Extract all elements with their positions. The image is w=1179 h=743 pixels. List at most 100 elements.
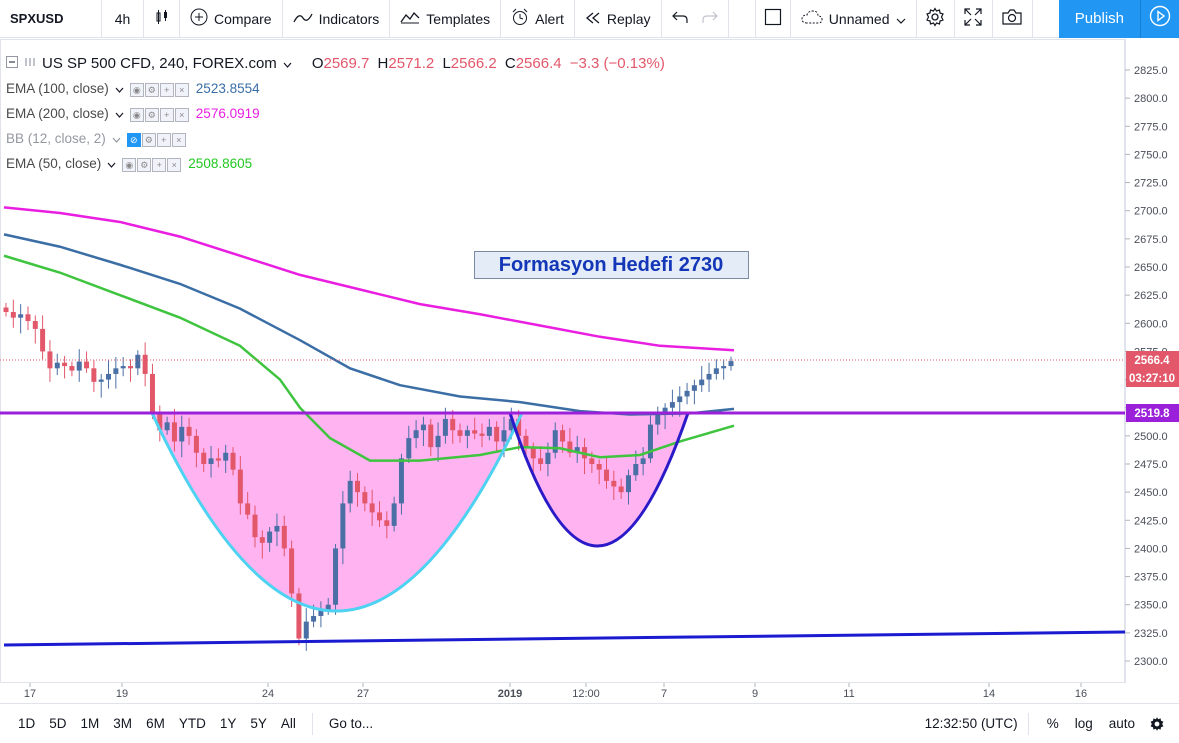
chevron-down-icon[interactable] bbox=[115, 81, 124, 96]
gear-icon[interactable]: ⚙ bbox=[141, 132, 156, 147]
symbol-search[interactable]: SPXUSD bbox=[0, 0, 102, 38]
candle-body bbox=[25, 314, 31, 322]
candle-body bbox=[369, 503, 375, 513]
range-button-6m[interactable]: 6M bbox=[146, 716, 165, 731]
legend-title[interactable]: US SP 500 CFD, 240, FOREX.com bbox=[42, 55, 277, 72]
range-button-5y[interactable]: 5Y bbox=[250, 716, 267, 731]
range-button-1y[interactable]: 1Y bbox=[219, 716, 237, 731]
chevron-down-icon[interactable] bbox=[283, 55, 292, 72]
time-axis[interactable]: 17 19 24 27 2019 12:00 7 9 11 14 16 bbox=[24, 683, 1087, 700]
time-tick-label: 14 bbox=[983, 688, 995, 700]
close-value: 2566.4 bbox=[515, 55, 562, 72]
plus-icon[interactable]: + bbox=[156, 132, 171, 147]
candle-body bbox=[706, 373, 712, 380]
gear-icon[interactable]: ⚙ bbox=[144, 107, 159, 122]
layout-name-button[interactable]: Unnamed bbox=[791, 0, 917, 38]
candle-body bbox=[223, 452, 229, 461]
snapshot-button[interactable] bbox=[993, 0, 1033, 38]
indicators-button[interactable]: Indicators bbox=[283, 0, 391, 38]
study-name[interactable]: EMA (200, close) bbox=[6, 106, 109, 121]
study-name[interactable]: EMA (50, close) bbox=[6, 156, 102, 171]
plus-icon[interactable]: + bbox=[159, 107, 174, 122]
publish-button[interactable]: Publish bbox=[1058, 0, 1141, 38]
time-tick-label: 17 bbox=[24, 688, 36, 700]
gear-icon[interactable]: ⚙ bbox=[144, 82, 159, 97]
candle-body bbox=[32, 321, 38, 329]
range-button-ytd[interactable]: YTD bbox=[178, 716, 206, 731]
range-button-all[interactable]: All bbox=[280, 716, 296, 731]
auto-toggle[interactable]: auto bbox=[1108, 716, 1135, 731]
replay-button[interactable]: Replay bbox=[575, 0, 662, 38]
study-name[interactable]: BB (12, close, 2) bbox=[6, 131, 106, 146]
candle-body bbox=[69, 366, 75, 371]
eye-icon[interactable]: ◉ bbox=[129, 107, 144, 122]
candle-body bbox=[237, 469, 243, 504]
candle-body bbox=[713, 368, 719, 374]
candle-body bbox=[193, 435, 199, 453]
alert-label: Alert bbox=[535, 10, 564, 27]
replay-label: Replay bbox=[606, 10, 651, 27]
chart-style-button[interactable] bbox=[144, 0, 180, 38]
close-icon[interactable]: × bbox=[174, 82, 189, 97]
cloud-icon bbox=[801, 10, 823, 27]
candle-body bbox=[164, 422, 170, 431]
time-tick-label: 16 bbox=[1075, 688, 1087, 700]
goto-button[interactable]: Go to... bbox=[328, 716, 374, 731]
range-button-5d[interactable]: 5D bbox=[49, 716, 67, 731]
hline-price-badge: 2519.8 bbox=[1126, 404, 1179, 422]
range-button-3m[interactable]: 3M bbox=[113, 716, 133, 731]
candle-body bbox=[538, 458, 544, 464]
candle-body bbox=[589, 458, 595, 464]
legend-main-row: US SP 500 CFD, 240, FOREX.com O2569.7 H2… bbox=[6, 51, 669, 76]
eye-icon[interactable]: ◉ bbox=[129, 82, 144, 97]
settings-button[interactable] bbox=[917, 0, 955, 38]
study-row-bb[interactable]: BB (12, close, 2) ⊘ ⚙ + × bbox=[6, 126, 669, 151]
candle-body bbox=[625, 475, 631, 493]
log-toggle[interactable]: log bbox=[1074, 716, 1093, 731]
candle-body bbox=[281, 525, 287, 549]
templates-button[interactable]: Templates bbox=[390, 0, 502, 38]
redo-icon[interactable] bbox=[701, 10, 718, 27]
price-tick-label: 2425.0 bbox=[1134, 515, 1168, 527]
plus-icon[interactable]: + bbox=[152, 157, 167, 172]
candle-body bbox=[157, 413, 163, 431]
candle-body bbox=[186, 426, 192, 436]
study-name[interactable]: EMA (100, close) bbox=[6, 81, 109, 96]
study-row-ema100[interactable]: EMA (100, close) ◉ ⚙ + × 2523.8554 bbox=[6, 76, 669, 101]
chevron-down-icon[interactable] bbox=[115, 106, 124, 121]
high-label: H bbox=[377, 55, 389, 72]
percent-toggle[interactable]: % bbox=[1046, 716, 1059, 731]
price-tick-label: 2650.0 bbox=[1134, 262, 1168, 274]
hidden-eye-icon[interactable]: ⊘ bbox=[126, 132, 141, 147]
price-chart[interactable]: Formasyon Hedefi 2730 2825.0 2800.0 2775.0… bbox=[0, 39, 1179, 703]
utc-clock[interactable]: 12:32:50 (UTC) bbox=[924, 716, 1018, 731]
range-button-1d[interactable]: 1D bbox=[18, 716, 36, 731]
study-row-ema50[interactable]: EMA (50, close) ◉ ⚙ + × 2508.8605 bbox=[6, 151, 669, 176]
gear-icon bbox=[925, 7, 945, 30]
close-icon[interactable]: × bbox=[171, 132, 186, 147]
study-row-ema200[interactable]: EMA (200, close) ◉ ⚙ + × 2576.0919 bbox=[6, 101, 669, 126]
close-icon[interactable]: × bbox=[174, 107, 189, 122]
eye-icon[interactable]: ◉ bbox=[122, 157, 137, 172]
target-annotation[interactable]: Formasyon Hedefi 2730 bbox=[474, 251, 749, 279]
interval-button[interactable]: 4h bbox=[102, 0, 144, 38]
chart-pane[interactable]: Formasyon Hedefi 2730 2825.0 2800.0 2775.0… bbox=[0, 39, 1179, 700]
range-button-1m[interactable]: 1M bbox=[80, 716, 100, 731]
layout-checkbox[interactable] bbox=[754, 0, 791, 38]
gear-icon[interactable]: ⚙ bbox=[137, 157, 152, 172]
camera-icon bbox=[1001, 8, 1023, 29]
collapse-icon[interactable] bbox=[6, 55, 18, 72]
alert-button[interactable]: Alert bbox=[501, 0, 575, 38]
undo-icon[interactable] bbox=[671, 10, 688, 27]
close-icon[interactable]: × bbox=[167, 157, 182, 172]
fullscreen-button[interactable] bbox=[955, 0, 993, 38]
plus-icon[interactable]: + bbox=[159, 82, 174, 97]
compare-button[interactable]: Compare bbox=[180, 0, 283, 38]
candle-body bbox=[406, 438, 412, 459]
handle-outline bbox=[508, 412, 690, 548]
chevron-down-icon[interactable] bbox=[107, 156, 116, 171]
gear-icon[interactable] bbox=[1143, 716, 1179, 732]
candle-body bbox=[596, 464, 602, 470]
chevron-down-icon[interactable] bbox=[112, 131, 121, 146]
play-button[interactable] bbox=[1141, 0, 1179, 38]
